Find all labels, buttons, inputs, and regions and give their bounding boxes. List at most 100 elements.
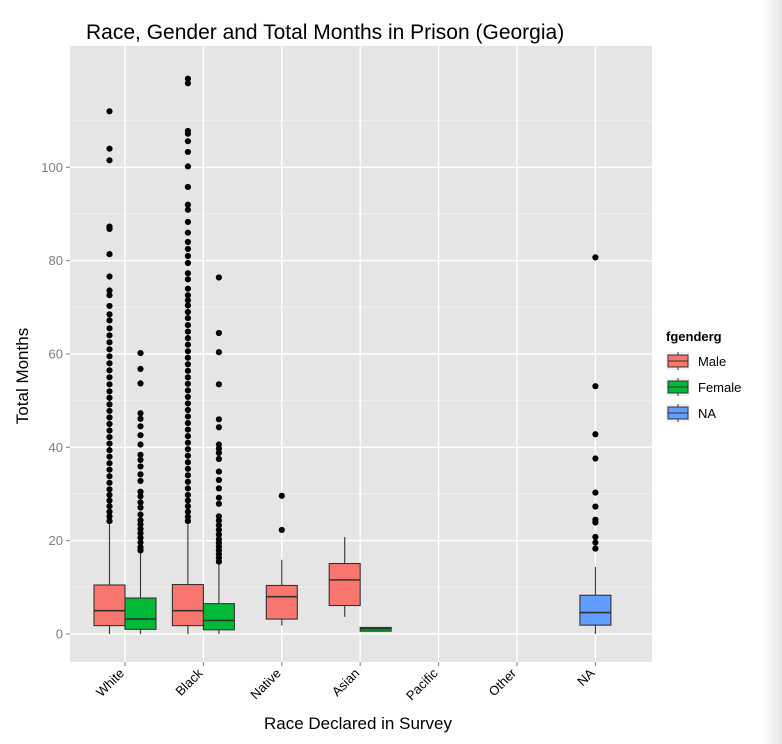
outlier-point	[106, 407, 113, 415]
chart-title: Race, Gender and Total Months in Prison …	[86, 21, 564, 44]
x-axis: White Black Native Asian Pacific Other NA	[93, 662, 598, 703]
outlier-point	[592, 455, 599, 462]
outlier-point	[184, 314, 191, 322]
outlier-point	[106, 287, 113, 294]
outlier-point	[106, 513, 113, 520]
legend-key-male: Male	[666, 352, 726, 370]
outlier-point	[184, 503, 191, 510]
box-iqr	[93, 584, 126, 627]
outlier-point	[137, 432, 144, 439]
box-black-female	[202, 274, 235, 634]
boxes-layer	[93, 75, 612, 634]
x-tick-label: Black	[172, 665, 205, 698]
outlier-point	[137, 539, 144, 546]
outlier-point	[106, 381, 113, 388]
outlier-point	[184, 478, 191, 485]
outlier-point	[184, 138, 191, 145]
outlier-point	[184, 452, 191, 459]
outlier-point	[106, 466, 113, 473]
outlier-point	[106, 317, 113, 324]
outlier-point	[106, 353, 113, 360]
outlier-point	[106, 325, 113, 332]
legend: fgenderg Male Female NA	[666, 329, 741, 422]
outlier-point	[184, 400, 191, 407]
outlier-point	[106, 479, 113, 486]
outlier-point	[106, 374, 113, 381]
outlier-point	[137, 456, 144, 464]
outlier-point	[184, 130, 191, 137]
outlier-point	[184, 252, 191, 260]
box-na-na	[579, 254, 612, 634]
outlier-point	[184, 465, 191, 472]
outlier-point	[106, 360, 113, 367]
outlier-point	[137, 547, 144, 554]
outlier-point	[106, 311, 113, 318]
x-tick-label: White	[93, 666, 127, 700]
outlier-point	[184, 292, 191, 299]
outlier-point	[137, 365, 144, 373]
x-axis-title: Race Declared in Survey	[264, 714, 453, 733]
x-tick-label: Pacific	[403, 665, 441, 703]
box-iqr	[171, 583, 204, 627]
outlier-point	[184, 148, 191, 156]
outlier-point	[137, 499, 144, 506]
outlier-point	[184, 508, 191, 515]
outlier-point	[184, 446, 191, 453]
outlier-point	[184, 387, 191, 394]
outlier-point	[184, 335, 191, 342]
outlier-point	[184, 517, 191, 525]
outlier-point	[137, 380, 144, 387]
outlier-point	[592, 519, 599, 526]
outlier-point	[592, 254, 599, 261]
outlier-point	[184, 367, 191, 374]
outlier-point	[215, 485, 222, 492]
outlier-point	[137, 441, 144, 448]
outlier-point	[106, 491, 113, 499]
outlier-point	[184, 229, 191, 236]
outlier-point	[184, 393, 191, 401]
outlier-point	[184, 459, 191, 466]
outlier-point	[184, 341, 191, 348]
outlier-point	[137, 451, 144, 458]
outlier-point	[106, 339, 113, 346]
y-axis: 0 20 40 60 80 100	[41, 160, 70, 642]
outlier-point	[215, 455, 222, 463]
outlier-point	[137, 488, 144, 495]
outlier-point	[106, 414, 113, 421]
legend-title: fgenderg	[666, 329, 722, 344]
outlier-point	[106, 388, 113, 395]
outlier-point	[184, 308, 191, 316]
outlier-point	[184, 472, 191, 479]
outlier-point	[215, 494, 222, 501]
outlier-point	[184, 201, 191, 208]
legend-label: NA	[698, 406, 716, 421]
outlier-point	[184, 413, 191, 420]
outlier-point	[137, 477, 144, 485]
outlier-point	[106, 346, 113, 353]
outlier-point	[592, 533, 599, 541]
outlier-point	[106, 453, 113, 460]
outlier-point	[184, 245, 191, 253]
outlier-point	[106, 517, 113, 525]
outlier-point	[215, 416, 222, 423]
legend-key-na: NA	[666, 404, 716, 422]
outlier-point	[215, 517, 222, 524]
minor-gridlines	[70, 120, 652, 588]
outlier-point	[215, 349, 222, 356]
outlier-point	[106, 251, 113, 258]
outlier-point	[184, 419, 191, 427]
window-edge	[762, 0, 782, 744]
outlier-point	[215, 424, 222, 431]
outlier-point	[184, 321, 191, 329]
box-native-male	[265, 492, 298, 626]
y-tick-label: 0	[56, 627, 63, 642]
outlier-point	[184, 183, 191, 191]
box-white-female	[124, 349, 157, 634]
x-tick-label: Other	[486, 665, 520, 699]
outlier-point	[592, 539, 599, 546]
outlier-point	[215, 329, 222, 337]
outlier-point	[215, 274, 222, 281]
outlier-point	[106, 427, 113, 434]
outlier-point	[106, 486, 113, 493]
y-tick-label: 40	[49, 440, 63, 455]
